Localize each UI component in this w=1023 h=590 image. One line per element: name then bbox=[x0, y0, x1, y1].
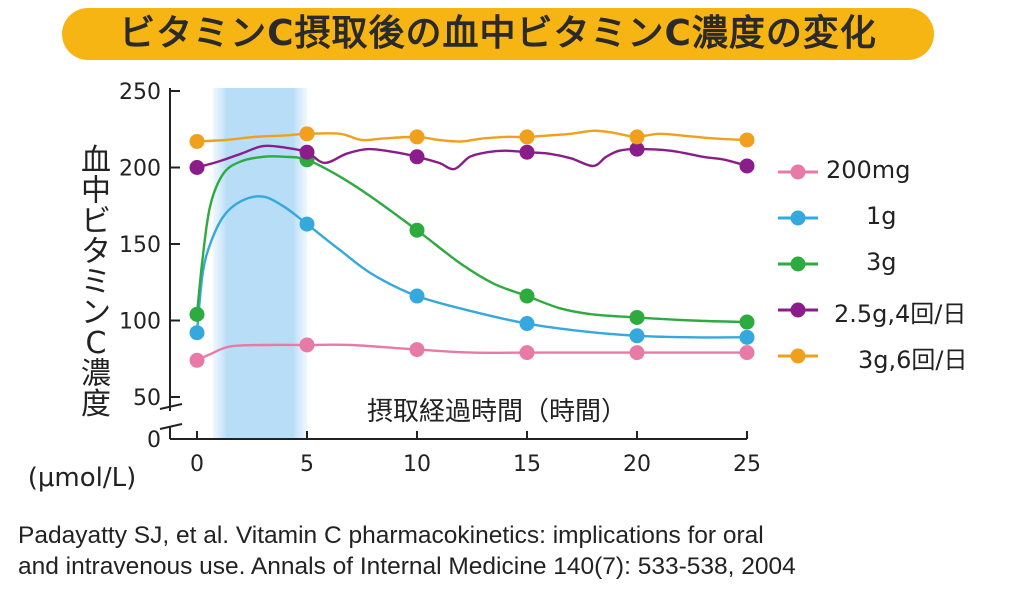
y-tick-label: 0 bbox=[147, 428, 161, 453]
data-point bbox=[299, 337, 315, 353]
data-point bbox=[189, 160, 205, 175]
y-axis-break-mark bbox=[159, 423, 183, 430]
legend-label: 3g,6回/日 bbox=[858, 346, 968, 374]
x-tick-label: 15 bbox=[513, 452, 541, 477]
y-tick-label: 150 bbox=[119, 233, 161, 258]
legend-item: 2.5g,4回/日 bbox=[776, 288, 1016, 328]
data-point bbox=[739, 158, 755, 174]
legend-swatch bbox=[778, 302, 818, 318]
data-point bbox=[409, 129, 425, 145]
series-4 bbox=[189, 126, 755, 149]
data-point bbox=[739, 132, 755, 148]
legend-swatch bbox=[778, 256, 818, 272]
data-point bbox=[519, 345, 535, 361]
series-line bbox=[195, 155, 748, 324]
title-banner bbox=[62, 8, 934, 60]
data-point bbox=[739, 345, 755, 361]
data-point bbox=[739, 329, 755, 345]
data-point bbox=[629, 345, 645, 361]
data-point bbox=[189, 306, 205, 322]
data-point bbox=[629, 141, 645, 157]
y-tick-label: 200 bbox=[119, 157, 161, 182]
data-point bbox=[409, 342, 425, 358]
legend-item: 1g bbox=[776, 196, 1016, 236]
legend-swatch bbox=[778, 348, 818, 364]
x-axis-label: 摂取経過時間（時間） bbox=[367, 397, 627, 427]
data-point bbox=[409, 222, 425, 238]
y-axis-label: 血中ビタミン C 濃度 bbox=[81, 143, 111, 422]
data-point bbox=[409, 288, 425, 304]
data-point bbox=[189, 325, 205, 341]
series-0 bbox=[189, 337, 755, 368]
legend-item: 200mg bbox=[776, 150, 1016, 190]
data-point bbox=[299, 144, 315, 160]
data-point bbox=[739, 314, 755, 330]
data-point bbox=[629, 328, 645, 344]
y-axis-break-mark bbox=[159, 403, 183, 410]
data-point bbox=[299, 126, 315, 142]
legend-label: 2.5g,4回/日 bbox=[834, 300, 967, 328]
x-tick-label: 25 bbox=[733, 452, 761, 477]
x-tick-label: 10 bbox=[403, 452, 431, 477]
legend-marker bbox=[790, 164, 806, 180]
data-point bbox=[189, 352, 205, 368]
data-point bbox=[519, 144, 535, 160]
series-line bbox=[195, 195, 748, 339]
data-point bbox=[519, 288, 535, 304]
series-3 bbox=[189, 141, 755, 175]
data-point bbox=[299, 216, 315, 232]
series-1 bbox=[189, 195, 755, 345]
x-tick-label: 20 bbox=[623, 452, 651, 477]
data-point bbox=[519, 129, 535, 145]
legend-item: 3g,6回/日 bbox=[776, 334, 1016, 374]
legend-label: 3g bbox=[866, 248, 897, 276]
legend-swatch bbox=[778, 164, 818, 180]
data-point bbox=[629, 309, 645, 325]
data-point bbox=[189, 133, 205, 149]
legend-label: 1g bbox=[866, 202, 897, 230]
y-unit-label: (μmol/L) bbox=[28, 463, 137, 493]
legend-item: 3g bbox=[776, 242, 1016, 282]
legend-swatch bbox=[778, 210, 818, 226]
legend-marker bbox=[790, 210, 806, 226]
x-tick-label: 0 bbox=[190, 452, 204, 477]
y-tick-label: 50 bbox=[133, 386, 161, 411]
legend-marker bbox=[790, 302, 806, 318]
data-point bbox=[629, 129, 645, 145]
y-tick-label: 100 bbox=[119, 310, 161, 335]
x-tick-label: 5 bbox=[300, 452, 314, 477]
legend-marker bbox=[790, 256, 806, 272]
legend-label: 200mg bbox=[826, 156, 911, 184]
citation: Padayatty SJ, et al. Vitamin C pharmacok… bbox=[18, 520, 796, 582]
legend-marker bbox=[790, 348, 806, 364]
y-tick-label: 250 bbox=[119, 80, 161, 105]
data-point bbox=[519, 316, 535, 332]
data-point bbox=[409, 149, 425, 165]
citation-line-2: and intravenous use. Annals of Internal … bbox=[18, 553, 796, 580]
chart-title: ビタミンC摂取後の血中ビタミンC濃度の変化 bbox=[119, 13, 877, 54]
citation-line-1: Padayatty SJ, et al. Vitamin C pharmacok… bbox=[18, 522, 764, 549]
